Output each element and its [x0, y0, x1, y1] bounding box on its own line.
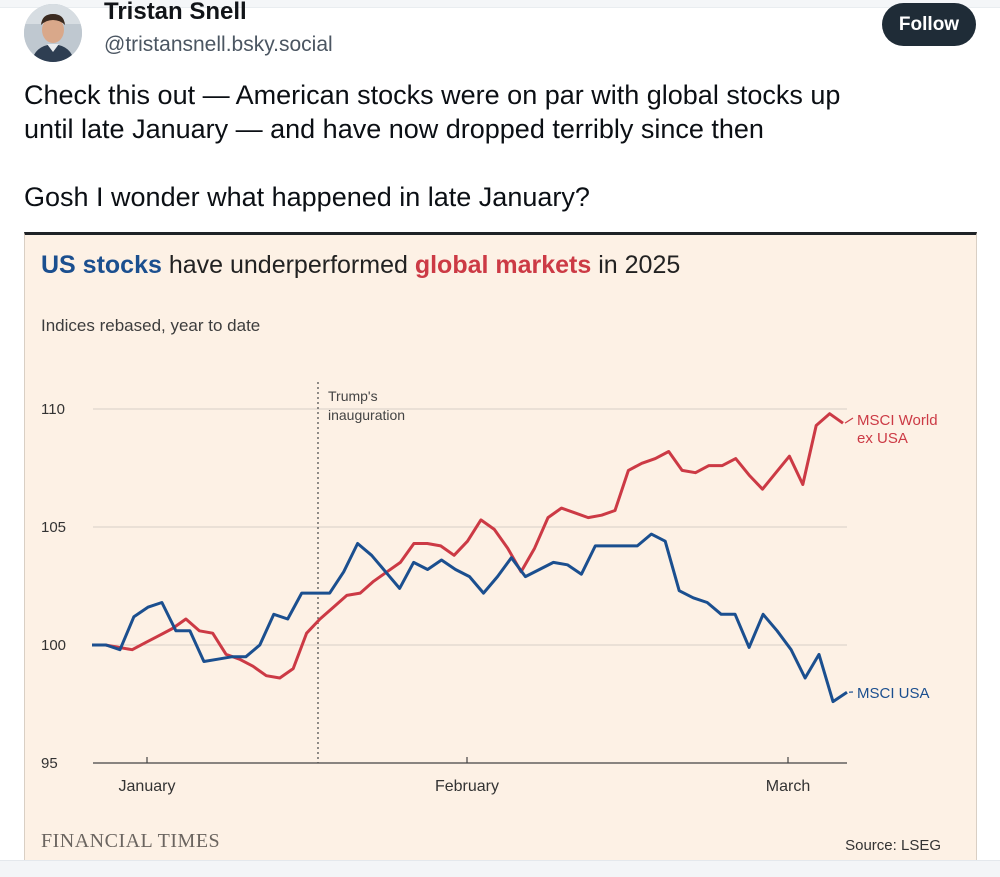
series-label-us: MSCI USA: [857, 685, 930, 702]
x-tick-label: March: [766, 778, 810, 795]
author-name[interactable]: Tristan Snell: [104, 0, 247, 24]
x-tick-label: February: [435, 778, 499, 795]
series-line-msci-world-ex-usa: [92, 412, 844, 680]
y-tick-label: 100: [41, 637, 66, 654]
chart-source: Source: LSEG: [845, 837, 941, 854]
series-label-global: MSCI World: [857, 412, 938, 429]
chart-image[interactable]: US stocks have underperformed global mar…: [24, 232, 977, 860]
bottom-divider: [0, 860, 1000, 877]
y-tick-label: 105: [41, 519, 66, 536]
series-line-msci-usa: [92, 532, 848, 704]
y-tick-label: 95: [41, 755, 58, 772]
annotation-line: Trump's: [328, 388, 378, 404]
chart-title-global: global markets: [415, 251, 591, 279]
post-text-line: until late January — and have now droppe…: [24, 114, 764, 144]
chart-subtitle: Indices rebased, year to date: [41, 316, 260, 335]
chart-title: US stocks have underperformed global mar…: [41, 251, 680, 279]
line-chart: US stocks have underperformed global mar…: [41, 251, 941, 854]
y-axis: 110 105 100 95: [41, 401, 66, 772]
follow-button[interactable]: Follow: [882, 3, 976, 46]
x-tick-label: January: [119, 778, 176, 795]
chart-title-end: in 2025: [591, 251, 680, 279]
chart-title-mid: have underperformed: [162, 251, 415, 279]
avatar-image: [24, 4, 82, 62]
series-leader: [844, 417, 854, 424]
series-label-global: ex USA: [857, 430, 908, 447]
grid-lines: [93, 408, 847, 764]
top-divider: [0, 0, 1000, 8]
ft-logo: FINANCIAL TIMES: [41, 830, 220, 852]
annotation-line: inauguration: [328, 407, 405, 423]
x-axis: January February March: [119, 757, 810, 795]
avatar[interactable]: [24, 4, 82, 62]
chart-title-us: US stocks: [41, 251, 162, 279]
post-text-line: Gosh I wonder what happened in late Janu…: [24, 182, 590, 212]
author-handle[interactable]: @tristansnell.bsky.social: [104, 33, 333, 56]
post-text-line: Check this out — American stocks were on…: [24, 80, 841, 110]
post-body: Check this out — American stocks were on…: [24, 78, 974, 214]
y-tick-label: 110: [41, 401, 65, 418]
